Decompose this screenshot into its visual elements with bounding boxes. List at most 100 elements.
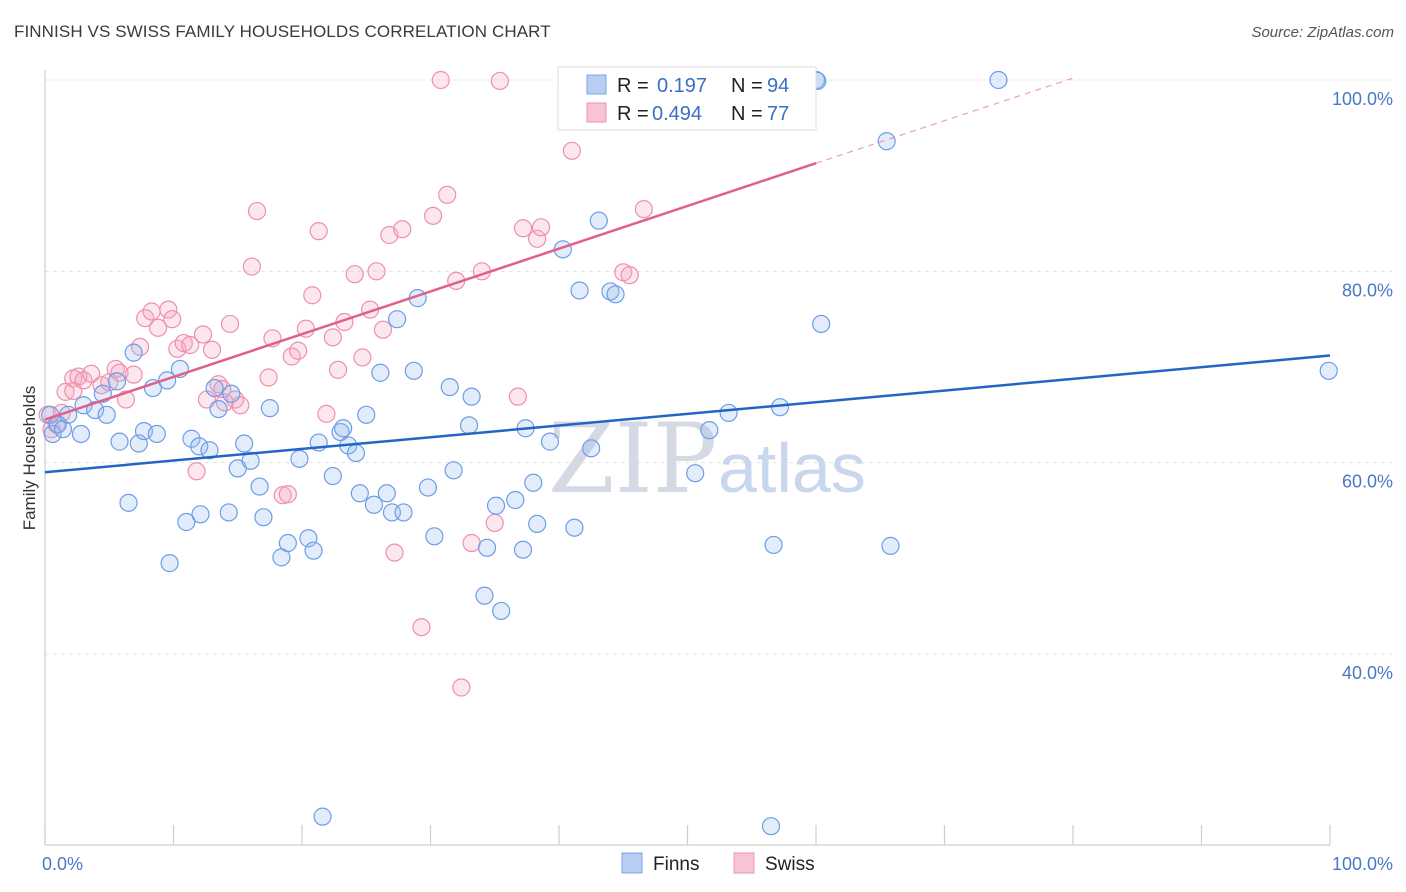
bottom-legend-swatch-finns — [621, 852, 643, 874]
finns-point-80 — [606, 285, 625, 304]
swiss-point-16 — [136, 309, 155, 328]
finns-point-71 — [524, 473, 543, 492]
finns-point-66 — [486, 496, 506, 515]
finns-point-85 — [764, 535, 783, 555]
finns-point-45 — [334, 419, 353, 438]
finns-point-76 — [570, 281, 589, 300]
finns-point-22 — [182, 429, 201, 448]
swiss-point-37 — [273, 486, 292, 505]
finns-point-31 — [235, 434, 254, 453]
finns-point-21 — [177, 512, 196, 532]
legend-r-label-swiss: R = — [617, 103, 649, 125]
legend-r-value-finns: 0.197 — [657, 75, 707, 97]
finns-point-1 — [43, 424, 62, 444]
legend-r-value-swiss: 0.494 — [652, 103, 702, 125]
swiss-point-51 — [367, 262, 386, 281]
finns-point-3 — [53, 420, 73, 439]
legend-n-value-finns: 94 — [767, 75, 789, 97]
swiss-point-17 — [142, 302, 161, 321]
legend-n-value-swiss: 77 — [767, 103, 789, 125]
swiss-point-8 — [82, 364, 101, 383]
finns-point-26 — [205, 378, 224, 398]
finns-point-27 — [209, 399, 228, 419]
finns-point-33 — [250, 477, 269, 496]
finns-point-5 — [71, 424, 91, 444]
swiss-point-19 — [159, 300, 178, 319]
swiss-point-72 — [620, 266, 639, 285]
finns-point-92 — [1319, 361, 1338, 380]
finns-point-68 — [506, 490, 525, 510]
swiss-point-43 — [309, 222, 328, 241]
swiss-point-44 — [317, 404, 336, 423]
finns-point-48 — [350, 484, 369, 503]
swiss-point-69 — [531, 218, 551, 237]
swiss-point-76 — [64, 381, 83, 401]
chart-title: FINNISH VS SWISS FAMILY HOUSEHOLDS CORRE… — [14, 22, 551, 41]
legend-swatch-finns — [586, 74, 607, 95]
swiss-point-64 — [485, 513, 504, 533]
bottom-legend-swatch-swiss — [733, 852, 755, 874]
swiss-point-75 — [213, 379, 232, 399]
swiss-point-70 — [562, 141, 581, 160]
watermark-atlas: atlas — [718, 429, 866, 507]
finns-point-7 — [86, 400, 105, 420]
finns-point-25 — [200, 441, 219, 460]
legend-swatch-swiss — [586, 102, 607, 123]
bottom-legend-label-finns: Finns — [653, 854, 699, 875]
finns-point-35 — [260, 399, 279, 418]
finns-point-84 — [761, 817, 781, 836]
finns-point-51 — [371, 363, 390, 382]
finns-point-62 — [459, 416, 479, 435]
swiss-point-54 — [385, 543, 404, 562]
finns-point-10 — [107, 372, 127, 391]
legend-n-label-finns: N = — [731, 75, 763, 97]
finns-point-9 — [97, 405, 116, 424]
finns-point-67 — [492, 601, 511, 621]
finns-point-69 — [513, 540, 533, 559]
swiss-point-55 — [393, 220, 412, 239]
finns-point-54 — [387, 310, 407, 329]
finns-point-17 — [147, 424, 166, 444]
swiss-point-57 — [423, 206, 443, 225]
bottom-legend-label-swiss: Swiss — [765, 854, 815, 875]
finns-point-75 — [565, 518, 584, 537]
swiss-point-4 — [56, 382, 75, 401]
swiss-point-48 — [345, 265, 364, 284]
finns-point-42 — [313, 807, 332, 826]
swiss-point-62 — [462, 533, 481, 553]
legend-r-label-finns: R = — [617, 75, 649, 97]
swiss-point-52 — [373, 320, 393, 339]
source-label: Source: ZipAtlas.com — [1251, 24, 1394, 41]
finns-point-23 — [190, 437, 209, 456]
watermark-zip: ZIP — [548, 403, 717, 515]
finns-point-56 — [404, 361, 423, 380]
swiss-point-22 — [174, 333, 193, 353]
finns-trend-line — [44, 354, 1331, 474]
finns-point-90 — [881, 536, 900, 555]
finns-point-89 — [877, 132, 896, 151]
finns-point-55 — [394, 503, 413, 522]
finns-point-24 — [191, 505, 210, 524]
swiss-point-61 — [452, 678, 471, 697]
finns-point-82 — [700, 421, 719, 440]
swiss-point-56 — [412, 618, 431, 637]
finns-point-47 — [346, 444, 366, 463]
x-tick-marks — [44, 825, 1331, 845]
y-tick-label-80: 80.0% — [1342, 280, 1393, 300]
swiss-point-66 — [508, 387, 527, 406]
swiss-point-25 — [193, 325, 213, 344]
finns-point-28 — [219, 503, 238, 522]
bottom-legend: Finns Swiss — [621, 852, 815, 875]
y-tick-label-40: 40.0% — [1342, 663, 1393, 683]
swiss-point-14 — [124, 365, 143, 384]
finns-point-11 — [110, 432, 129, 451]
finns-point-49 — [357, 405, 376, 424]
trend-lines — [44, 77, 1331, 474]
swiss-point-33 — [242, 257, 261, 276]
swiss-point-20 — [163, 310, 182, 329]
swiss-trend-extension — [815, 77, 1074, 164]
swiss-point-34 — [247, 201, 267, 221]
swiss-trend-line — [44, 162, 817, 421]
finns-point-59 — [425, 527, 444, 546]
